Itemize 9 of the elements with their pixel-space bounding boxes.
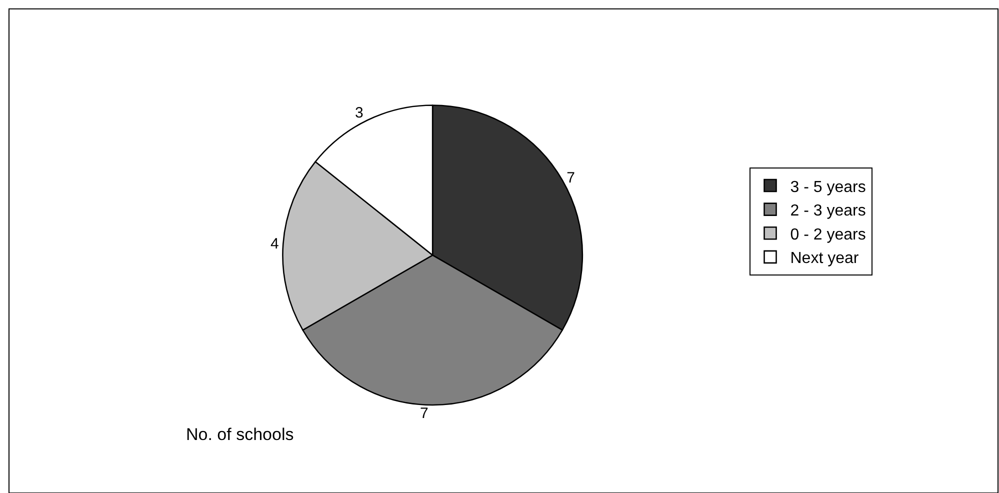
legend-label: Next year xyxy=(790,250,860,268)
data-label: 7 xyxy=(566,170,575,187)
text: No. of schools xyxy=(186,425,294,444)
data-label: 3 xyxy=(354,104,364,122)
data-label: 7 xyxy=(420,404,428,422)
legend-label: 3 - 5 years xyxy=(790,178,866,196)
legend-label: 2 - 3 years xyxy=(790,202,866,220)
legend-label: 0 - 2 years xyxy=(790,226,866,244)
data-label: 4 xyxy=(270,235,279,252)
